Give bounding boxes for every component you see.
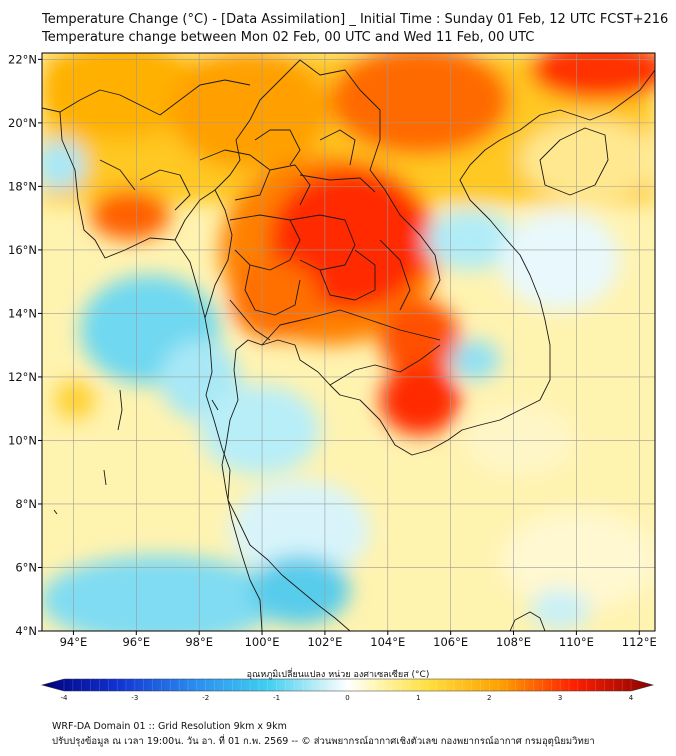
map-title: Temperature Change (°C) - [Data Assimila… <box>42 12 669 27</box>
lon-label: 94°E <box>60 635 88 649</box>
lat-label: 22°N <box>8 52 37 66</box>
graticule <box>42 53 655 631</box>
longitude-labels: 94°E 96°E 98°E 100°E 102°E 104°E 106°E 108°E 110… <box>60 631 657 649</box>
temperature-field <box>42 53 655 631</box>
colorbar-tick-label: 0 <box>345 694 349 702</box>
lat-label: 4°N <box>15 624 37 638</box>
colorbar-tick-label: -2 <box>202 694 209 702</box>
lon-label: 108°E <box>496 635 531 649</box>
lon-label: 96°E <box>122 635 150 649</box>
colorbar-tick-label: -3 <box>131 694 138 702</box>
colorbar-tick-label: 2 <box>487 694 491 702</box>
colorbar-tick-label: -4 <box>61 694 69 702</box>
lat-label: 10°N <box>8 433 37 447</box>
lon-label: 106°E <box>433 635 468 649</box>
colorbar: -4 -3 -2 -1 0 1 2 3 4 <box>40 678 655 702</box>
colorbar-tick-label: -1 <box>273 694 280 702</box>
map-subtitle: Temperature change between Mon 02 Feb, 0… <box>42 30 535 45</box>
footer-model-info: WRF-DA Domain 01 :: Grid Resolution 9km … <box>52 721 287 732</box>
lat-label: 12°N <box>8 370 37 384</box>
lon-label: 100°E <box>245 635 280 649</box>
colorbar-tick-label: 1 <box>416 694 420 702</box>
lat-label: 6°N <box>15 560 37 574</box>
lat-label: 8°N <box>15 497 37 511</box>
lat-label: 18°N <box>8 179 37 193</box>
lon-label: 98°E <box>185 635 213 649</box>
lat-label: 20°N <box>8 116 37 130</box>
lon-label: 110°E <box>559 635 594 649</box>
colorbar-tick-label: 3 <box>558 694 562 702</box>
map-frame <box>41 52 656 632</box>
colorbar-bar <box>40 678 655 692</box>
lon-label: 112°E <box>622 635 657 649</box>
footer-credit: ปรับปรุงข้อมูล ณ เวลา 19:00น. วัน อา. ที… <box>52 736 595 747</box>
lon-label: 102°E <box>307 635 342 649</box>
coastlines <box>42 59 655 631</box>
latitude-labels: 22°N 20°N 18°N 16°N 14°N 12°N 10°N 8°N 6°N 4°N <box>8 52 42 638</box>
lon-label: 104°E <box>370 635 405 649</box>
lat-label: 16°N <box>8 243 37 257</box>
colorbar-tick-label: 4 <box>629 694 634 702</box>
colorbar-title: อุณหภูมิเปลี่ยนแปลง หน่วย องศาเซลเซียส (… <box>246 670 430 680</box>
lat-label: 14°N <box>8 306 37 320</box>
